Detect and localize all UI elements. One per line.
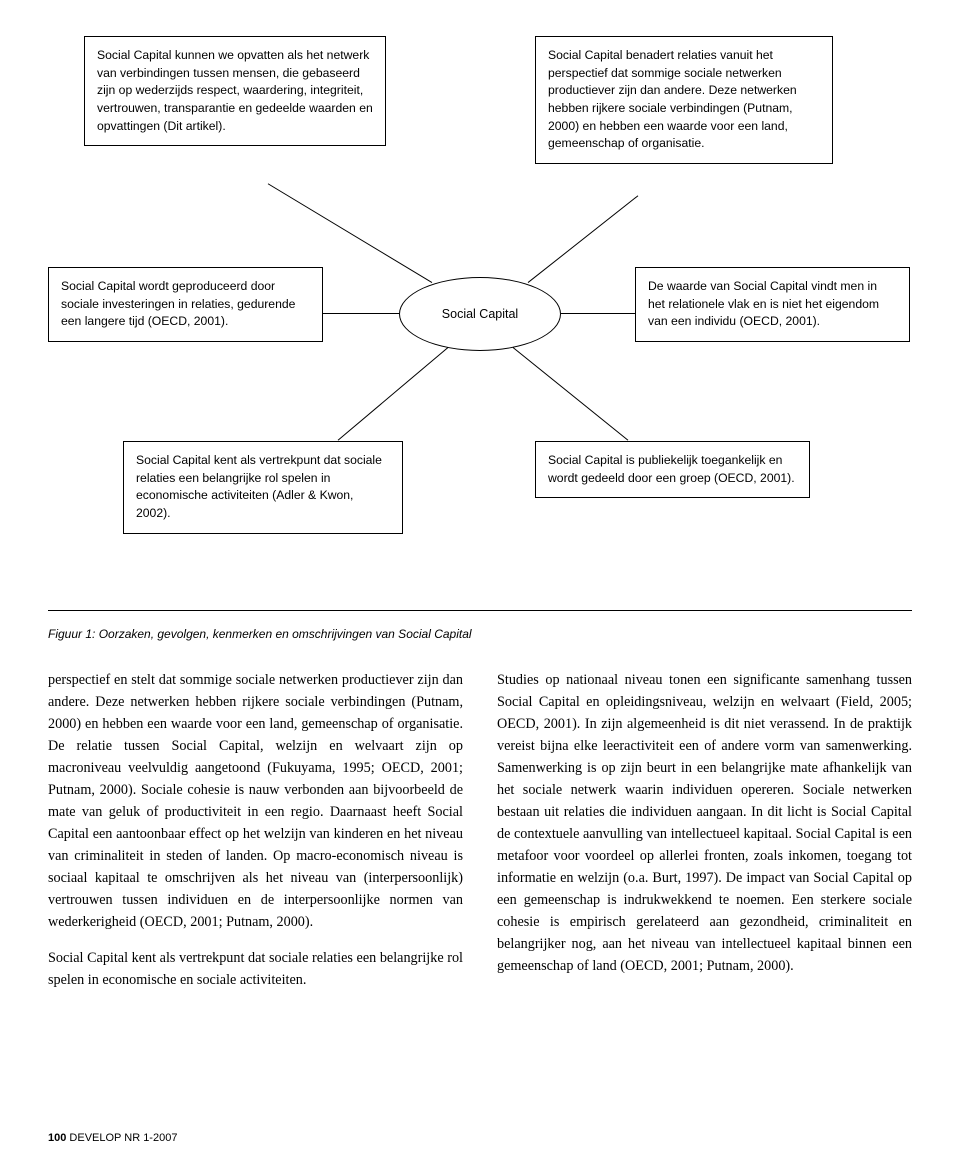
paragraph: Social Capital kent als vertrekpunt dat … (48, 947, 463, 991)
page-number: 100 (48, 1132, 66, 1144)
paragraph: Studies op nationaal niveau tonen een si… (497, 669, 912, 977)
paragraph: perspectief en stelt dat sommige sociale… (48, 669, 463, 933)
page-footer: 100 DEVELOP NR 1-2007 (48, 1132, 177, 1144)
footer-source: DEVELOP NR 1-2007 (69, 1132, 177, 1144)
center-label: Social Capital (442, 307, 518, 321)
body-left-column: perspectief en stelt dat sommige sociale… (48, 669, 463, 991)
body-right-column: Studies op nationaal niveau tonen een si… (497, 669, 912, 991)
social-capital-diagram: Social Capital Social Capital kunnen we … (48, 36, 912, 611)
figure-caption: Figuur 1: Oorzaken, gevolgen, kenmerken … (48, 627, 912, 641)
body-text: perspectief en stelt dat sommige sociale… (48, 669, 912, 991)
diagram-center-node: Social Capital (399, 277, 561, 351)
